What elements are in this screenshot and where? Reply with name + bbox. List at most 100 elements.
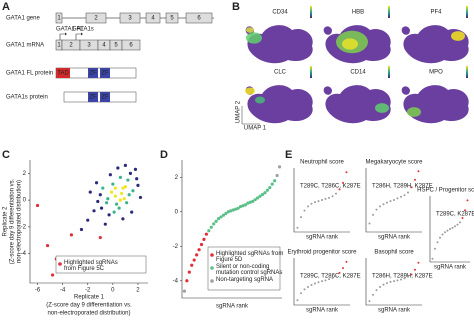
legend-label: Highlighted sgRNAs from Figure 5D [216, 251, 283, 263]
umap-title: CLC [274, 70, 287, 76]
point [436, 241, 439, 244]
tad-label: TAD [57, 71, 69, 77]
y-tick-label: 0 [175, 209, 179, 215]
point [121, 186, 125, 190]
series-point [197, 248, 201, 252]
y-tick-label: 2 [175, 175, 179, 181]
series-point [268, 186, 272, 190]
exon-label: 4 [102, 43, 106, 49]
highlight-point [466, 199, 469, 202]
umap-axes [241, 106, 260, 125]
series-point [231, 208, 235, 212]
point [300, 292, 302, 295]
point [449, 228, 451, 230]
umap-title: CD14 [350, 70, 366, 76]
row-label: GATA1s protein [6, 95, 48, 101]
point [113, 194, 117, 198]
point [400, 278, 402, 281]
series-point [98, 235, 102, 240]
point [122, 197, 126, 201]
y-tick-label: -4 [173, 278, 179, 284]
x-tick-label: -2 [85, 288, 91, 294]
highlight-point [410, 273, 413, 276]
y-axis-sublabel: (Z-score day 9 differentiation vs. [10, 178, 16, 264]
series-point [185, 279, 189, 283]
exon [145, 12, 161, 24]
point [127, 193, 131, 197]
series-point [253, 198, 257, 202]
exon-label: 6 [129, 43, 133, 49]
umap-expression [451, 31, 465, 41]
point [386, 282, 388, 285]
point [118, 198, 122, 202]
point [86, 218, 90, 222]
point [335, 275, 337, 278]
highlight-point [464, 209, 466, 212]
highlight-point [414, 178, 416, 181]
highlight-point [417, 261, 420, 264]
point [439, 236, 441, 239]
zf-label: ZF [101, 71, 109, 77]
point [328, 196, 330, 199]
point [375, 289, 378, 292]
exon-label: 3 [128, 16, 132, 22]
point [296, 299, 299, 302]
row-label: GATA1 FL protein [6, 71, 53, 77]
panel-label: B [232, 1, 240, 13]
plot-title: Basophil score [374, 250, 414, 256]
y-axis-label: Replicate 2 [3, 206, 9, 237]
series-point [256, 196, 260, 200]
series-point [251, 199, 255, 203]
series-point [270, 182, 274, 186]
point [107, 213, 111, 217]
series-point [277, 165, 282, 169]
color-bar [310, 6, 312, 18]
point [106, 197, 110, 201]
point [126, 178, 130, 182]
plot-title: Erythroid progenitor score [287, 250, 357, 256]
point [120, 191, 124, 196]
point [328, 278, 330, 281]
series-point [195, 253, 199, 257]
y-axis-sublabel: non-electroporated distribution) [17, 180, 23, 263]
point [131, 189, 135, 193]
x-axis-label: Replicate 1 [74, 295, 105, 301]
x-tick-label: 0 [111, 288, 115, 294]
series-point [199, 242, 204, 247]
point [99, 206, 104, 210]
umap-y-axis: UMAP 2 [236, 100, 242, 123]
point [317, 200, 320, 203]
promoter-label: GATA1s [72, 27, 94, 33]
highlight-point [342, 267, 344, 270]
point [451, 226, 454, 229]
legend-label: Non-targeting sgRNA [216, 277, 273, 283]
point [307, 285, 309, 288]
series-point [212, 222, 216, 226]
series-point [190, 263, 194, 267]
umap-x-axis: UMAP 1 [244, 126, 267, 132]
point [113, 186, 117, 190]
point [403, 277, 406, 280]
series-point [248, 200, 252, 204]
exon-label: 1 [57, 43, 61, 49]
color-bar [388, 6, 390, 18]
annotation: T289C, T286C, K287E [300, 274, 361, 280]
point [133, 167, 138, 171]
exon-label: 5 [114, 43, 118, 49]
point [98, 193, 102, 197]
exon [185, 12, 213, 24]
y-tick-label: -2 [173, 244, 179, 250]
point [128, 171, 133, 175]
point [303, 288, 306, 291]
x-axis-sublabel: non-electroporated distribution) [47, 311, 130, 317]
point [136, 183, 140, 188]
x-axis-label: sgRNA rank [306, 235, 339, 241]
x-axis-sublabel: (Z-score day 9 differentiation vs. [46, 303, 132, 309]
legend-marker [210, 279, 214, 283]
y-tick-label: -4 [21, 251, 27, 257]
point [386, 201, 388, 204]
point [382, 203, 385, 206]
series-point [246, 201, 250, 205]
color-bar [310, 66, 312, 78]
arrow-head [65, 32, 67, 36]
